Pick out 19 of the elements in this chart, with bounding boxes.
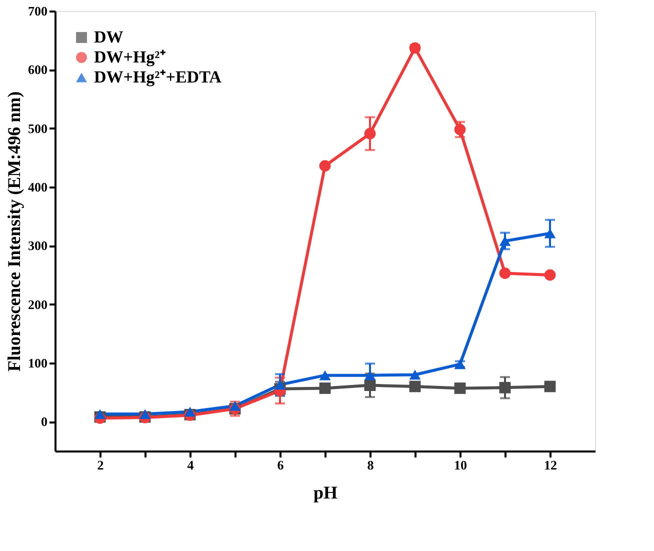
x-tick-label: 10 [454,458,467,472]
y-tick-label: 0 [41,414,48,430]
legend-label: DW+Hg²⁺+EDTA [94,68,222,86]
y-axis-title: Fluorescence Intensity (EM:496 nm) [4,91,24,372]
y-tick-label: 400 [28,180,48,194]
x-tick-label: 8 [367,458,374,472]
x-tick-label: 4 [187,458,194,472]
y-tick-label: 300 [28,238,48,254]
y-tick-label: 500 [28,120,48,136]
x-tick-label: 6 [277,458,284,472]
y-tick-label: 700 [28,4,48,18]
x-axis-title: pH [313,482,338,502]
x-tick-label: 12 [544,458,557,472]
x-tick-label: 2 [97,458,104,472]
legend-label: DW+Hg²⁺ [94,48,166,66]
y-tick-label: 200 [28,296,48,312]
y-tick-label: 600 [28,62,48,78]
y-tick-label: 100 [28,356,48,370]
legend-label: DW [94,28,124,46]
